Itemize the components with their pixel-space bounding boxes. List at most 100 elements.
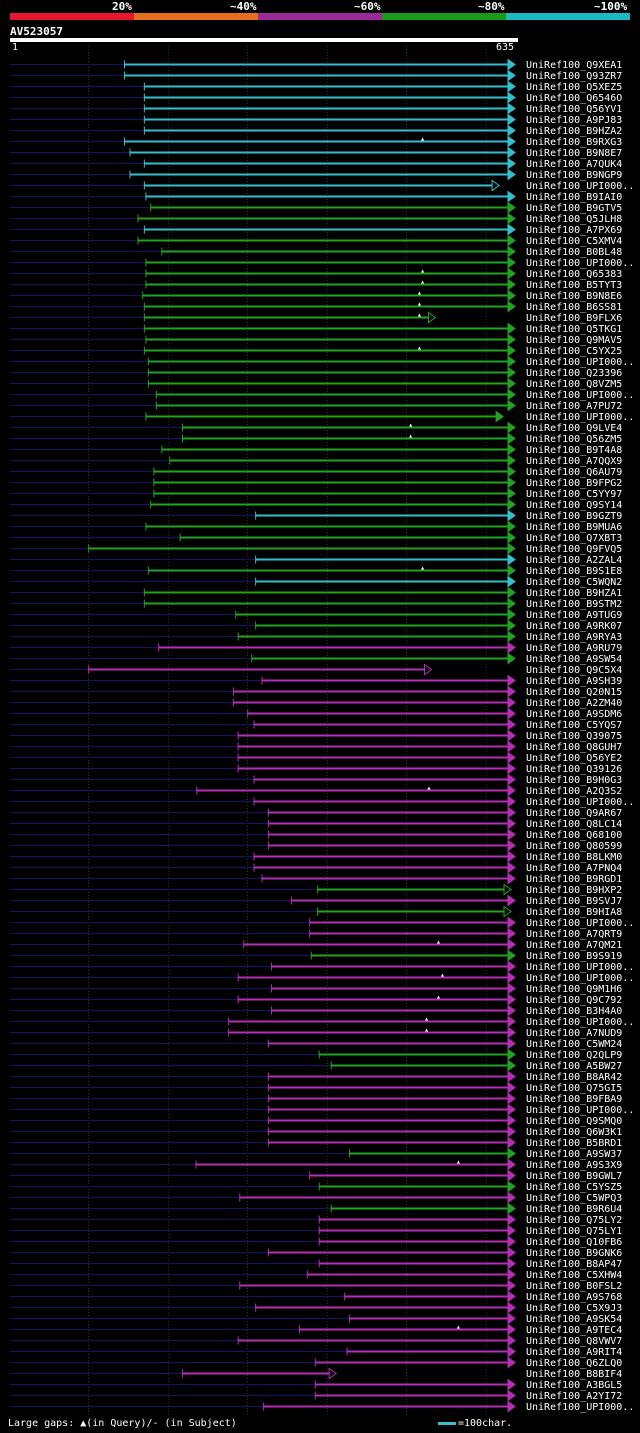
hit-label: UniRef100_Q5TKG1 (526, 324, 622, 335)
hit-label: UniRef100_A9SDM6 (526, 709, 622, 720)
hit-arrow (507, 850, 516, 863)
hit-label: UniRef100_Q9SMQ0 (526, 1116, 622, 1127)
hit-label: UniRef100_A7QQX9 (526, 456, 622, 467)
hit-arrow (507, 1279, 516, 1292)
hit-label: UniRef100_C5YX25 (526, 346, 622, 357)
hit-label: UniRef100_Q65383 (526, 269, 622, 280)
hit-label: UniRef100_A7NUD9 (526, 1028, 622, 1039)
query-gap-marker (456, 1160, 460, 1164)
hit-arrow (507, 1004, 516, 1017)
ruler-start-label: 1 (12, 42, 19, 53)
hit-label: UniRef100_B5BRD1 (526, 1138, 622, 1149)
hit-label: UniRef100_A9SW37 (526, 1149, 622, 1160)
hit-label: UniRef100_Q75GI5 (526, 1083, 622, 1094)
legend-label-80: ~80% (478, 0, 505, 13)
hit-label: UniRef100_A2Q3S2 (526, 786, 622, 797)
hit-arrow (507, 454, 516, 467)
hit-label: UniRef100_A9PJ83 (526, 115, 622, 126)
hit-label: UniRef100_B9MUA6 (526, 522, 622, 533)
hit-arrow (507, 1246, 516, 1259)
hit-arrow (507, 806, 516, 819)
hit-arrow (507, 619, 516, 632)
hit-label: UniRef100_B9GNK6 (526, 1248, 622, 1259)
query-gap-marker (417, 302, 421, 306)
hit-arrow (507, 146, 516, 159)
hit-arrow (507, 333, 516, 346)
hit-label: UniRef100_Q6ZLQ0 (526, 1358, 622, 1369)
hit-arrow (507, 773, 516, 786)
hit-arrow (507, 1257, 516, 1270)
hit-arrow (507, 542, 516, 555)
hit-label: UniRef100_B9HXP2 (526, 885, 622, 896)
query-gap-marker (427, 786, 431, 790)
hit-arrow (507, 487, 516, 500)
hit-label: UniRef100_A9RK07 (526, 621, 622, 632)
hit-arrow (507, 993, 516, 1006)
query-gap-marker (417, 291, 421, 295)
hit-arrow (507, 1092, 516, 1105)
query-gap-marker (425, 1017, 429, 1021)
hit-arrow (507, 355, 516, 368)
hit-label: UniRef100_B9HZA1 (526, 588, 622, 599)
hit-label: UniRef100_A9SK54 (526, 1314, 622, 1325)
hit-label: UniRef100_B9STM2 (526, 599, 622, 610)
hit-arrow (507, 157, 516, 170)
hit-arrow (507, 1224, 516, 1237)
hit-label: UniRef100_B9T4A8 (526, 445, 622, 456)
hit-arrow (507, 168, 516, 181)
hit-label: UniRef100_Q8VZM5 (526, 379, 622, 390)
hit-arrow (507, 586, 516, 599)
hit-arrow (507, 971, 516, 984)
hit-arrow (507, 432, 516, 445)
hit-label: UniRef100_B0BL48 (526, 247, 622, 258)
hit-arrow (328, 1367, 337, 1380)
hit-label: UniRef100_B9S919 (526, 951, 622, 962)
hit-label: UniRef100_Q2QLP9 (526, 1050, 622, 1061)
hit-arrow (507, 234, 516, 247)
hit-arrow (507, 938, 516, 951)
hit-arrow (507, 300, 516, 313)
hit-arrow (507, 729, 516, 742)
hit-arrow (507, 223, 516, 236)
hit-label: UniRef100_B3H4A0 (526, 1006, 622, 1017)
hit-arrow (507, 1389, 516, 1402)
hit-arrow (507, 652, 516, 665)
legend-label-60: ~60% (354, 0, 381, 13)
hit-label: UniRef100_UPI000.. (526, 1402, 634, 1413)
legend-label-100: ~100% (594, 0, 628, 13)
hit-label: UniRef100_A2YI72 (526, 1391, 622, 1402)
hit-arrow (507, 1037, 516, 1050)
hit-arrow (507, 817, 516, 830)
hit-arrow (507, 1015, 516, 1028)
hit-arrow (507, 740, 516, 753)
hit-label: UniRef100_C5X9J3 (526, 1303, 622, 1314)
hit-arrow (507, 498, 516, 511)
hit-arrow (507, 861, 516, 874)
hit-label: UniRef100_C5YSZ5 (526, 1182, 622, 1193)
ruler-end-label: 635 (496, 42, 515, 53)
hit-arrow (507, 443, 516, 456)
hit-arrow (507, 1048, 516, 1061)
query-gap-marker (409, 434, 413, 438)
hit-label: UniRef100_Q68100 (526, 830, 622, 841)
hit-arrow (507, 1169, 516, 1182)
hit-label: UniRef100_Q9MAV5 (526, 335, 622, 346)
hit-label: UniRef100_UPI000.. (526, 1017, 634, 1028)
hit-label: UniRef100_A7QUK4 (526, 159, 622, 170)
hit-label: UniRef100_C5XMV4 (526, 236, 622, 247)
query-gap-marker (456, 1325, 460, 1329)
hit-arrow (507, 256, 516, 269)
hit-arrow (507, 1136, 516, 1149)
hit-arrow (507, 1301, 516, 1314)
hit-label: UniRef100_B9NGP9 (526, 170, 622, 181)
hit-label: UniRef100_A3BGL5 (526, 1380, 622, 1391)
hit-arrow (507, 102, 516, 115)
legend-swatch-80 (382, 13, 506, 20)
hit-arrow (503, 883, 512, 896)
hit-label: UniRef100_B9S1E8 (526, 566, 622, 577)
hit-label: UniRef100_Q8GUH7 (526, 742, 622, 753)
hit-arrow (507, 135, 516, 148)
hit-arrow (507, 377, 516, 390)
hit-arrow (507, 1400, 516, 1413)
